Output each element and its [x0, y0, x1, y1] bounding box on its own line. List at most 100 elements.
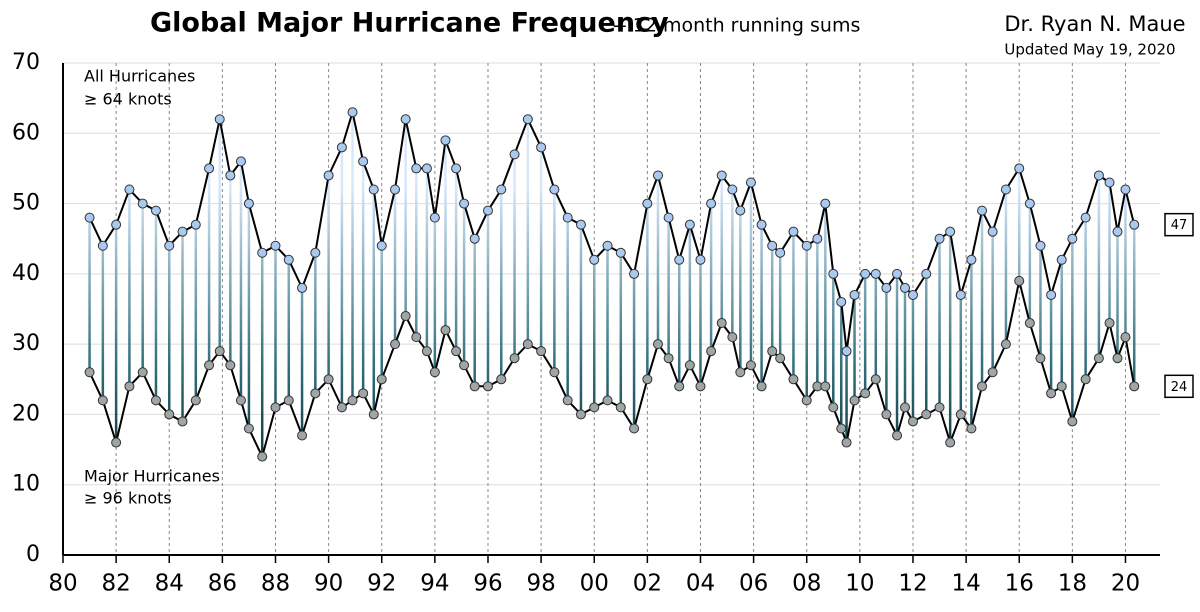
point — [1035, 353, 1046, 364]
point — [235, 156, 246, 167]
annotation: ≥ 96 knots — [84, 489, 172, 508]
point — [775, 247, 786, 258]
point — [881, 282, 892, 293]
annotation: Major Hurricanes — [84, 467, 220, 486]
annotation: All Hurricanes — [84, 67, 195, 86]
point — [204, 360, 215, 371]
point — [376, 374, 387, 385]
point — [164, 409, 175, 420]
point — [642, 198, 653, 209]
point — [945, 437, 956, 448]
point — [214, 346, 225, 357]
point — [955, 289, 966, 300]
point — [84, 212, 95, 223]
point — [1104, 318, 1115, 329]
point — [735, 367, 746, 378]
point — [615, 247, 626, 258]
x-tick-label: 20 — [1111, 571, 1140, 597]
author: Dr. Ryan N. Maue — [1004, 12, 1185, 36]
point — [828, 268, 839, 279]
point — [1080, 374, 1091, 385]
point — [358, 388, 369, 399]
point — [270, 240, 281, 251]
x-tick-label: 00 — [580, 571, 609, 597]
point — [756, 219, 767, 230]
point — [235, 395, 246, 406]
point — [1120, 332, 1131, 343]
point — [214, 114, 225, 125]
point — [451, 163, 462, 174]
point — [451, 346, 462, 357]
point — [841, 346, 852, 357]
point — [575, 409, 586, 420]
point — [575, 219, 586, 230]
point — [225, 170, 236, 181]
point — [522, 114, 533, 125]
point — [674, 254, 685, 265]
point — [900, 282, 911, 293]
point — [270, 402, 281, 413]
point — [429, 367, 440, 378]
point — [177, 416, 188, 427]
point — [629, 423, 640, 434]
point — [549, 184, 560, 195]
x-tick-label: 88 — [261, 571, 290, 597]
point — [496, 184, 507, 195]
point — [150, 395, 161, 406]
point — [1067, 233, 1078, 244]
y-tick-label: 10 — [12, 472, 40, 497]
x-tick-label: 84 — [155, 571, 184, 597]
point — [440, 325, 451, 336]
point — [828, 402, 839, 413]
point — [137, 367, 148, 378]
point — [257, 247, 268, 258]
x-tick-label: 90 — [314, 571, 343, 597]
point — [509, 149, 520, 160]
x-tick-label: 86 — [208, 571, 237, 597]
x-tick-label: 08 — [792, 571, 821, 597]
point — [652, 339, 663, 350]
chart-title: Global Major Hurricane Frequency — [150, 8, 669, 39]
series-line — [88, 280, 1136, 460]
point — [97, 395, 108, 406]
x-tick-label: 12 — [898, 571, 927, 597]
point — [124, 381, 135, 392]
x-tick-label: 98 — [526, 571, 555, 597]
point — [429, 212, 440, 223]
point — [602, 240, 613, 251]
point — [368, 409, 379, 420]
y-tick-label: 60 — [12, 120, 40, 145]
point — [283, 395, 294, 406]
point — [111, 219, 122, 230]
point — [735, 205, 746, 216]
point — [870, 374, 881, 385]
point — [849, 289, 860, 300]
point — [336, 142, 347, 153]
point — [966, 423, 977, 434]
point — [695, 254, 706, 265]
x-tick-label: 96 — [473, 571, 502, 597]
point — [836, 296, 847, 307]
point — [1093, 170, 1104, 181]
point — [1056, 254, 1067, 265]
point — [892, 268, 903, 279]
point — [860, 388, 871, 399]
point — [716, 318, 727, 329]
point — [368, 184, 379, 195]
point — [921, 268, 932, 279]
chart-subtitle: -- 12 month running sums — [613, 15, 860, 37]
point — [977, 381, 988, 392]
point — [745, 177, 756, 188]
point — [562, 212, 573, 223]
x-tick-label: 10 — [845, 571, 874, 597]
point — [347, 395, 358, 406]
point — [522, 339, 533, 350]
point — [297, 282, 308, 293]
point — [945, 226, 956, 237]
point — [966, 254, 977, 265]
point — [706, 346, 717, 357]
point — [549, 367, 560, 378]
point — [310, 247, 321, 258]
x-tick-label: 04 — [686, 571, 715, 597]
